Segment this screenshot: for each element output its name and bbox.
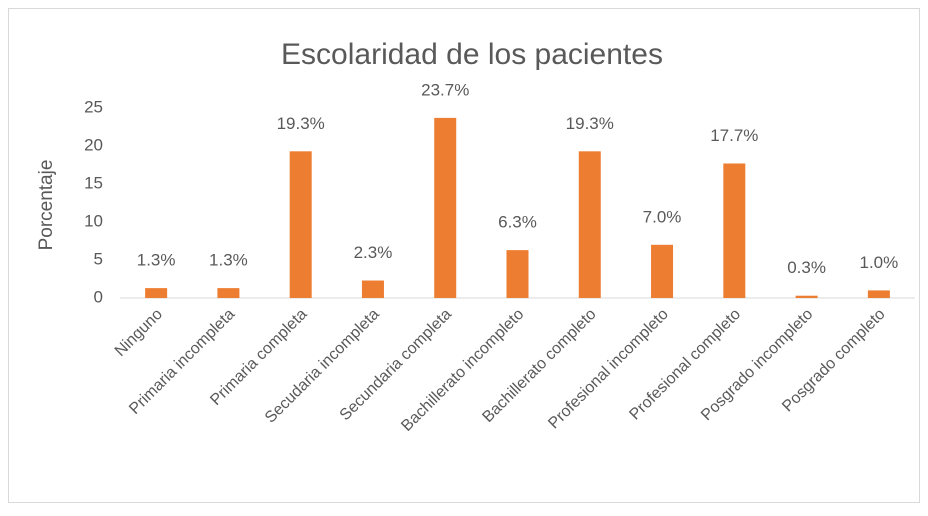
data-label: 6.3% <box>498 213 537 232</box>
bar <box>217 288 240 298</box>
y-tick-label: 15 <box>84 173 103 192</box>
bar <box>506 250 529 298</box>
bar <box>289 151 312 298</box>
data-label: 1.3% <box>209 251 248 270</box>
bar <box>578 151 601 298</box>
data-label: 1.0% <box>859 253 898 272</box>
bar <box>434 117 457 298</box>
y-tick-label: 25 <box>84 97 103 116</box>
bar <box>867 290 890 298</box>
data-label: 7.0% <box>643 207 682 226</box>
y-tick-label: 20 <box>84 135 103 154</box>
data-label: 17.7% <box>710 126 758 145</box>
bar <box>361 280 384 298</box>
data-label: 1.3% <box>137 251 176 270</box>
y-axis-label: Porcentaje <box>36 160 57 251</box>
data-label: 19.3% <box>566 114 614 133</box>
data-label: 23.7% <box>421 80 469 99</box>
y-tick-label: 5 <box>94 249 103 268</box>
y-tick-label: 0 <box>94 287 103 306</box>
data-label: 2.3% <box>354 243 393 262</box>
bar <box>145 288 168 298</box>
data-label: 0.3% <box>787 258 826 277</box>
bar <box>651 244 674 298</box>
chart-border <box>8 8 920 503</box>
chart-title: Escolaridad de los pacientes <box>281 38 663 71</box>
bar <box>795 295 818 298</box>
data-label: 19.3% <box>277 114 325 133</box>
y-tick-label: 10 <box>84 211 103 230</box>
bar <box>723 163 746 298</box>
